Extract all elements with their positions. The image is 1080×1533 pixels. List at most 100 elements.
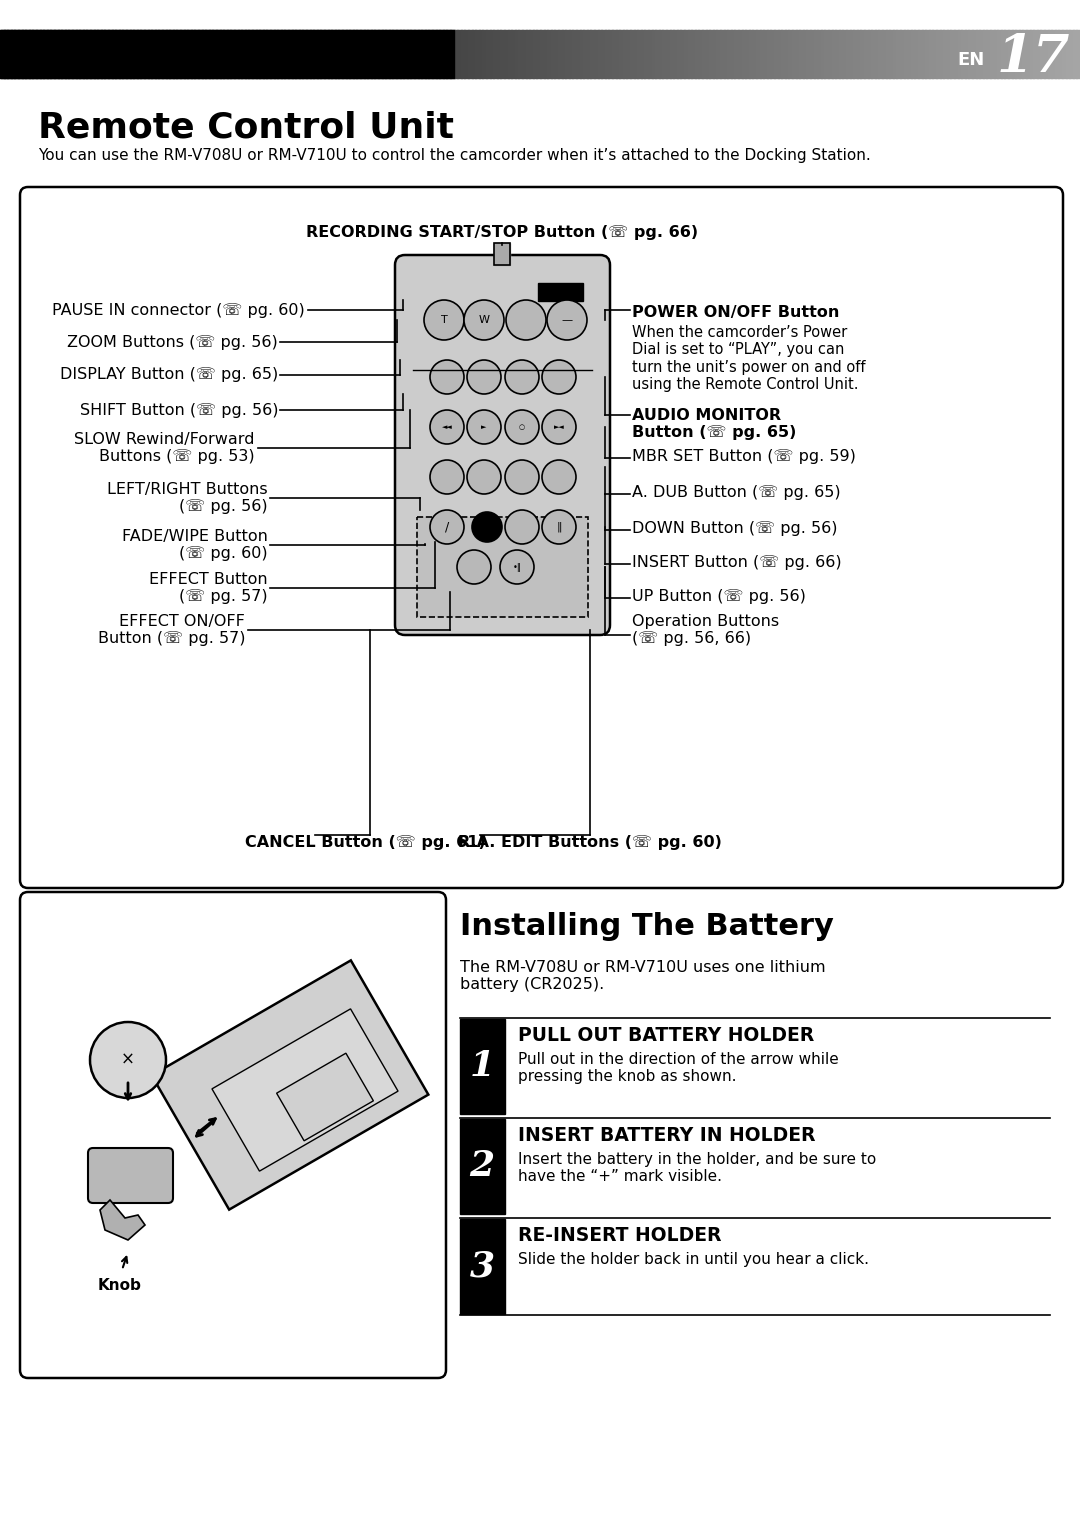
Bar	[972, 31, 976, 78]
Bar	[626, 31, 631, 78]
Bar	[321, 31, 325, 78]
Text: DISPLAY Button (☏ pg. 65): DISPLAY Button (☏ pg. 65)	[59, 368, 278, 383]
Bar	[745, 31, 750, 78]
Bar	[1015, 31, 1020, 78]
Bar	[511, 31, 516, 78]
Bar	[918, 31, 922, 78]
Bar	[3, 31, 9, 78]
Text: You can use the RM-V708U or RM-V710U to control the camcorder when it’s attached: You can use the RM-V708U or RM-V710U to …	[38, 149, 870, 162]
Bar	[213, 31, 217, 78]
Bar	[543, 31, 549, 78]
Text: FADE/WIPE Button
(☏ pg. 60): FADE/WIPE Button (☏ pg. 60)	[122, 529, 268, 561]
Bar	[684, 31, 689, 78]
Bar	[554, 31, 559, 78]
Bar	[8, 31, 12, 78]
Bar	[738, 31, 743, 78]
Bar	[975, 31, 981, 78]
Bar	[421, 31, 426, 78]
Bar	[1026, 31, 1030, 78]
Bar	[497, 31, 501, 78]
Bar	[756, 31, 760, 78]
Bar	[140, 31, 145, 78]
Bar	[670, 31, 674, 78]
Bar	[748, 31, 754, 78]
Bar	[802, 31, 808, 78]
Bar	[522, 31, 527, 78]
Bar	[882, 31, 887, 78]
Bar	[846, 31, 851, 78]
Circle shape	[467, 460, 501, 494]
Bar	[68, 31, 73, 78]
Bar	[694, 31, 700, 78]
Bar	[807, 31, 811, 78]
Bar	[753, 31, 757, 78]
Text: EFFECT Button
(☏ pg. 57): EFFECT Button (☏ pg. 57)	[149, 572, 268, 604]
Bar	[248, 31, 253, 78]
Bar	[961, 31, 966, 78]
Bar	[1012, 31, 1016, 78]
Bar	[273, 31, 279, 78]
Bar	[900, 31, 905, 78]
Bar	[785, 31, 789, 78]
Circle shape	[505, 460, 539, 494]
Bar	[234, 31, 239, 78]
Bar	[612, 31, 617, 78]
Bar	[494, 31, 498, 78]
Bar	[774, 31, 779, 78]
Bar	[637, 31, 642, 78]
Bar	[252, 31, 257, 78]
Bar	[464, 31, 469, 78]
Bar	[699, 31, 703, 78]
Bar	[896, 31, 901, 78]
Bar	[936, 31, 941, 78]
Bar	[1062, 31, 1067, 78]
Bar	[133, 31, 138, 78]
Bar	[122, 31, 127, 78]
Circle shape	[430, 510, 464, 544]
Bar	[327, 31, 333, 78]
Bar	[79, 31, 84, 78]
Bar	[51, 31, 55, 78]
Text: 2: 2	[470, 1150, 495, 1183]
Bar	[893, 31, 897, 78]
Bar	[14, 31, 19, 78]
Bar	[367, 31, 372, 78]
Bar	[54, 31, 58, 78]
Bar	[623, 31, 627, 78]
Text: RE-INSERT HOLDER: RE-INSERT HOLDER	[518, 1226, 721, 1245]
Text: 3: 3	[470, 1249, 495, 1283]
Bar	[605, 31, 609, 78]
Bar	[386, 31, 390, 78]
Circle shape	[424, 300, 464, 340]
Bar	[180, 31, 185, 78]
Text: RECORDING START/STOP Button (☏ pg. 66): RECORDING START/STOP Button (☏ pg. 66)	[306, 224, 698, 239]
Bar	[18, 31, 23, 78]
Text: ►◄: ►◄	[554, 425, 565, 429]
Bar	[964, 31, 970, 78]
Bar	[440, 31, 444, 78]
Bar	[1066, 31, 1070, 78]
Bar	[338, 31, 343, 78]
Bar	[478, 31, 484, 78]
Bar	[353, 31, 357, 78]
Text: 17: 17	[997, 32, 1070, 83]
Bar	[673, 31, 678, 78]
Bar	[472, 31, 476, 78]
Bar	[100, 31, 106, 78]
Bar	[83, 31, 87, 78]
Bar	[1029, 31, 1035, 78]
Bar	[558, 31, 563, 78]
Bar	[46, 31, 52, 78]
Polygon shape	[276, 1053, 374, 1141]
Bar	[710, 31, 714, 78]
Bar	[165, 31, 171, 78]
Bar	[597, 31, 603, 78]
Bar	[202, 31, 206, 78]
Bar	[954, 31, 959, 78]
Bar	[256, 31, 260, 78]
Bar	[468, 31, 473, 78]
Bar	[410, 31, 415, 78]
Bar	[205, 31, 210, 78]
Bar	[651, 31, 657, 78]
Text: MBR SET Button (☏ pg. 59): MBR SET Button (☏ pg. 59)	[632, 449, 855, 463]
